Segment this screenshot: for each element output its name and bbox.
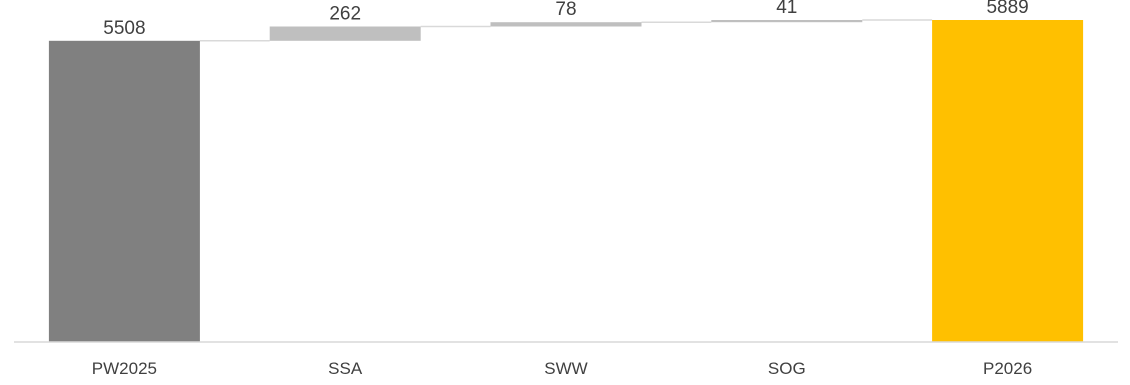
bars-group [48, 20, 1084, 343]
x-tick-label-sww: SWW [544, 359, 587, 378]
bar-ssa [269, 26, 421, 41]
x-tick-label-ssa: SSA [328, 359, 363, 378]
value-label-pw2025: 5508 [103, 18, 145, 39]
connector-lines [199, 19, 933, 42]
value-label-ssa: 262 [329, 4, 361, 25]
bar-sog [711, 20, 863, 23]
x-tick-labels-group: PW2025 SSA SWW SOG P2026 [92, 359, 1032, 378]
bar-sww [490, 22, 642, 27]
value-labels-group: 5508 262 78 41 5889 [103, 0, 1028, 39]
bar-p2026 [932, 20, 1084, 342]
x-tick-label-sog: SOG [768, 359, 806, 378]
x-tick-label-pw2025: PW2025 [92, 359, 157, 378]
bar-pw2025 [48, 40, 200, 343]
value-label-p2026: 5889 [986, 0, 1028, 18]
value-label-sog: 41 [776, 0, 797, 18]
x-tick-label-p2026: P2026 [983, 359, 1032, 378]
value-label-sww: 78 [555, 0, 576, 20]
